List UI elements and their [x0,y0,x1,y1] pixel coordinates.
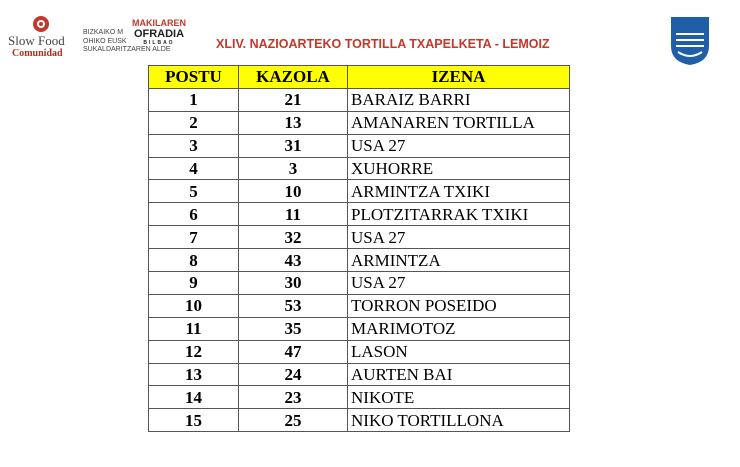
number-cell: 11 [238,202,348,227]
logo-line: SUKALDARITZAREN ALDE [83,46,171,53]
name-cell: MARIMOTOZ [347,316,570,341]
number-cell: 21 [238,87,348,112]
name-cell: ARMINTZA [347,248,570,273]
number-cell: 14 [148,385,239,410]
number-cell: 11 [148,316,239,341]
table-row: 11 35 MARIMOTOZ [148,316,570,341]
logo-subtext: Comunidad [12,48,63,59]
table-row: 1 21 BARAIZ BARRI [148,87,570,112]
name-cell: LASON [347,339,570,364]
column-header: IZENA [347,65,570,89]
table-row: 4 3 XUHORRE [148,156,570,181]
logo-line: OHIKO EUSK [83,37,127,45]
table-row: 9 30 USA 27 [148,271,570,295]
name-cell: NIKOTE [347,385,570,410]
number-cell: 25 [238,408,348,433]
logo-line: BILBAO [143,40,175,46]
number-cell: 43 [238,248,348,273]
table-row: 10 53 TORRON POSEIDO [148,293,570,318]
title: XLIV. NAZIOARTEKO TORTILLA TXAPELKETA - … [216,37,550,51]
name-cell: USA 27 [347,271,570,295]
number-cell: 32 [238,225,348,250]
number-cell: 8 [148,248,239,273]
logo-line: MAKILAREN [132,18,186,28]
name-cell: AURTEN BAI [347,362,570,387]
header-row: POSTU KAZOLA IZENA [148,65,570,89]
name-cell: ARMINTZA TXIKI [347,179,570,204]
snail-logo [33,16,49,32]
table-row: 13 24 AURTEN BAI [148,362,570,387]
number-cell: 23 [238,385,348,410]
results-table: POSTU KAZOLA IZENA 1 21 BARAIZ BARRI 2 13 AMANA… [148,65,570,433]
logo-lines: BIZKAIKO M OHIKO EUSK SUKALDARITZAREN AL… [83,29,171,55]
number-cell: 2 [148,110,239,135]
number-cell: 13 [148,362,239,387]
number-cell: 10 [148,293,239,318]
logo-text: Slow Food [8,33,65,48]
table-row: 14 23 NIKOTE [148,385,570,410]
number-cell: 10 [238,179,348,204]
number-cell: 5 [148,179,239,204]
number-cell: 53 [238,293,348,318]
shield-logo [671,17,709,65]
table-row: 15 25 NIKO TORTILLONA [148,408,570,433]
number-cell: 4 [148,156,239,181]
table-row: 12 47 LASON [148,339,570,364]
table-row: 2 13 AMANAREN TORTILLA [148,110,570,135]
name-cell: TORRON POSEIDO [347,293,570,318]
table-row: 7 32 USA 27 [148,225,570,250]
name-cell: PLOTZITARRAK TXIKI [347,202,570,227]
number-cell: 31 [238,133,348,158]
column-header: POSTU [148,65,239,89]
number-cell: 6 [148,202,239,227]
number-cell: 35 [238,316,348,341]
name-cell: XUHORRE [347,156,570,181]
table-row: 3 31 USA 27 [148,133,570,158]
number-cell: 12 [148,339,239,364]
number-cell: 15 [148,408,239,433]
number-cell: 13 [238,110,348,135]
name-cell: BARAIZ BARRI [347,87,570,112]
number-cell: 1 [148,87,239,112]
number-cell: 7 [148,225,239,250]
table-row: 6 11 PLOTZITARRAK TXIKI [148,202,570,227]
name-cell: USA 27 [347,225,570,250]
ofradia-logo: MAKILAREN OFRADIA BILBAO [132,18,186,46]
number-cell: 3 [238,156,348,181]
name-cell: USA 27 [347,133,570,158]
logo-line: OFRADIA [133,28,185,40]
number-cell: 9 [148,271,239,295]
table-row: 5 10 ARMINTZA TXIKI [148,179,570,204]
number-cell: 30 [238,271,348,295]
number-cell: 47 [238,339,348,364]
number-cell: 3 [148,133,239,158]
name-cell: AMANAREN TORTILLA [347,110,570,135]
table-row: 8 43 ARMINTZA [148,248,570,273]
column-header: KAZOLA [238,65,348,89]
name-cell: NIKO TORTILLONA [347,408,570,433]
logo-line: BIZKAIKO M [83,29,124,36]
number-cell: 24 [238,362,348,387]
